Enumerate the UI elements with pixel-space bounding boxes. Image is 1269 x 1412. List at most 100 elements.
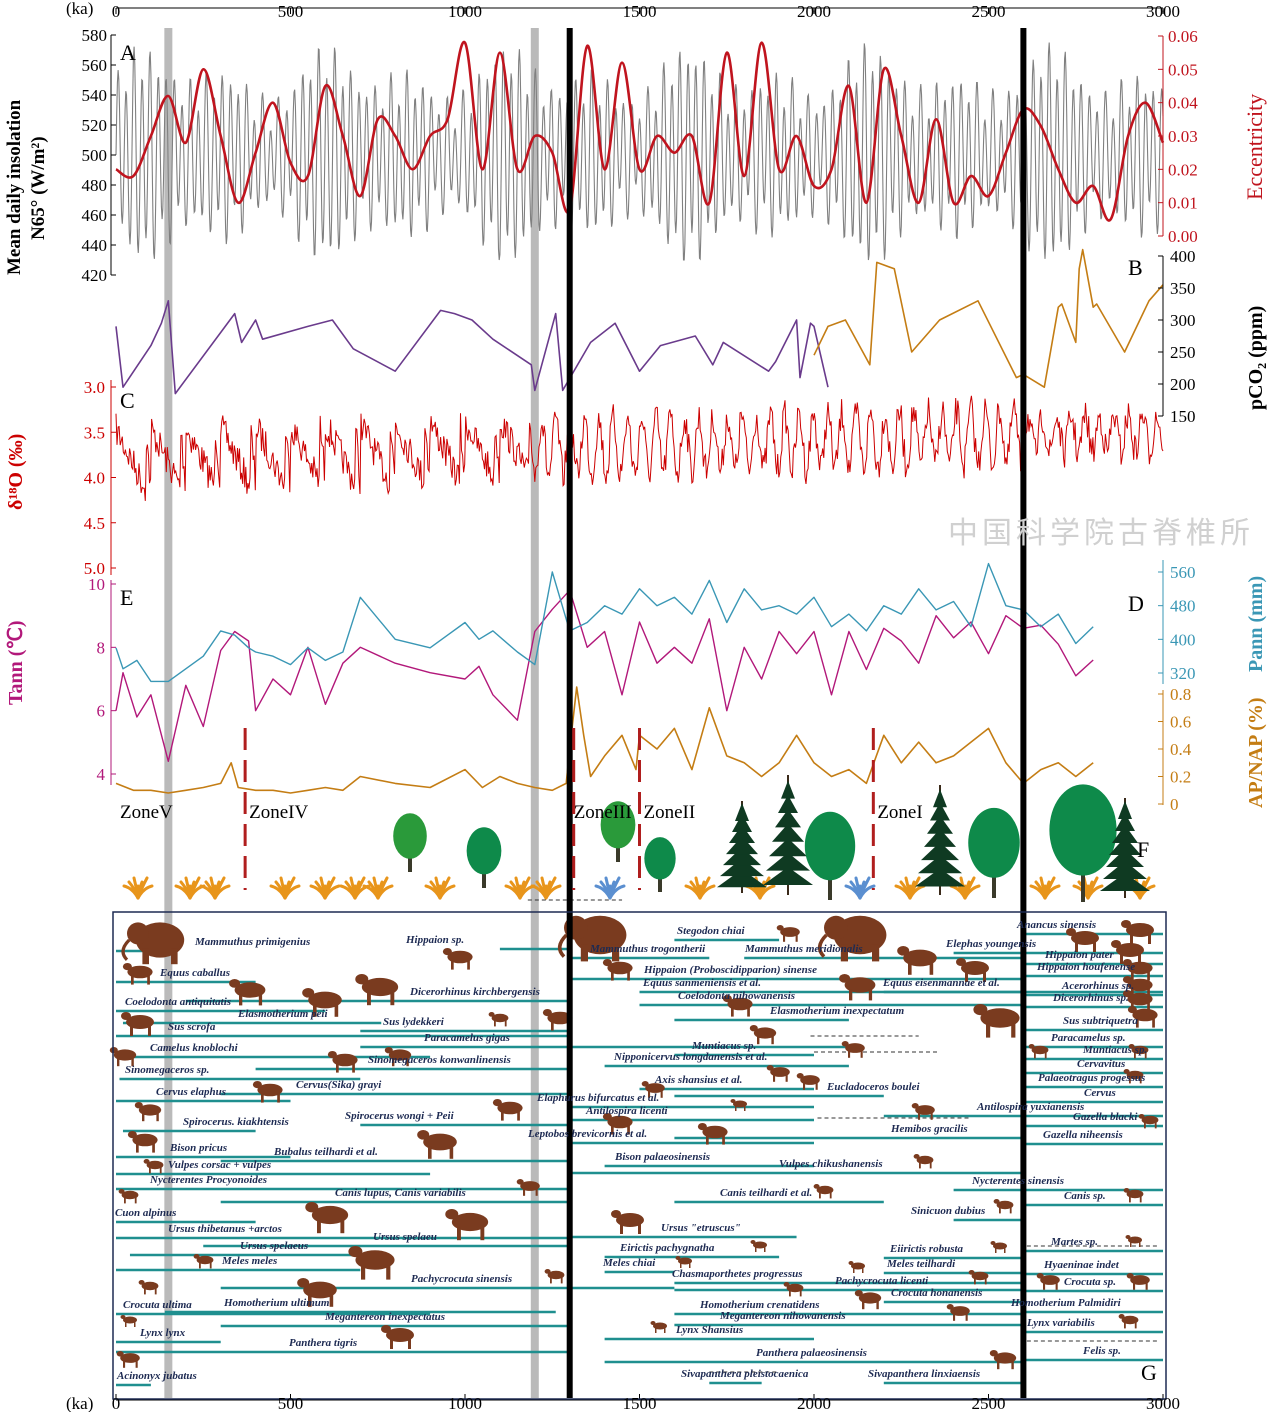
animal-icon — [1138, 1114, 1159, 1129]
head — [783, 1282, 790, 1287]
body — [491, 1013, 509, 1023]
species-label: Felis sp. — [1082, 1345, 1121, 1357]
leg — [209, 1262, 212, 1269]
head — [697, 1123, 707, 1131]
species-label: Muntiacus sp. — [691, 1040, 756, 1052]
leg — [135, 1360, 138, 1368]
body — [653, 1322, 667, 1330]
head — [650, 1321, 656, 1325]
leg — [124, 1197, 126, 1204]
animal-icon — [327, 1051, 358, 1073]
animal-icon — [305, 1202, 349, 1234]
body — [138, 1104, 162, 1116]
insolation-tick-label: 580 — [82, 26, 108, 45]
head — [968, 1270, 975, 1275]
leg — [392, 1058, 395, 1067]
species-label: Vulpes corsac + vulpes — [168, 1159, 271, 1171]
d18o-tick-label: 3.0 — [84, 378, 105, 397]
leg — [136, 1143, 139, 1153]
leg — [277, 1093, 280, 1103]
leg — [872, 944, 880, 962]
species-label: Sivapanthera linxiaensis — [868, 1368, 980, 1380]
animal-icon — [122, 963, 153, 985]
conifer-icon — [763, 775, 813, 895]
trunk — [818, 933, 828, 958]
body — [1126, 923, 1154, 937]
head — [305, 1202, 319, 1213]
pann-tick-label: 560 — [1170, 563, 1196, 582]
time-tick-label: 1500 — [623, 2, 657, 21]
species-label: Megantereon nihowanensis — [719, 1310, 846, 1322]
leg — [919, 1162, 921, 1169]
body — [257, 1083, 283, 1097]
leg — [997, 1361, 1000, 1370]
conifer-tier — [732, 814, 752, 832]
body — [423, 1133, 457, 1151]
leg — [152, 1143, 155, 1153]
species-label: Hyaeninae indet — [1043, 1259, 1120, 1271]
species-label: Equus sanmeniensis et al. — [642, 977, 761, 989]
tree-icon — [1049, 784, 1117, 902]
body — [753, 1027, 777, 1039]
leg — [1152, 1018, 1155, 1028]
leg — [313, 1004, 317, 1017]
conifer-tier — [921, 842, 959, 861]
head — [143, 1159, 150, 1164]
panel-label-a: A — [120, 40, 136, 65]
time-tick-label: 1000 — [448, 2, 482, 21]
conifer-icon — [717, 801, 767, 893]
leg — [334, 1004, 339, 1017]
species-label: Leptobos brevicornis et al. — [527, 1128, 647, 1140]
species-label: Hippaion (Proboscidipparion) sinense — [643, 964, 817, 976]
species-label: Sus subtriquetra — [1063, 1015, 1138, 1027]
species-label: Axis shansius et al. — [654, 1074, 742, 1086]
head — [1066, 928, 1076, 936]
leg — [799, 1290, 802, 1297]
species-label: Meles teilhardi — [886, 1258, 956, 1270]
body — [950, 1306, 970, 1316]
leg — [451, 960, 454, 970]
tann-line — [115, 589, 1094, 762]
species-label: Hemibos gracilis — [890, 1123, 968, 1135]
species-label: Eirictis pachygnatha — [619, 1242, 715, 1254]
animal-icon — [1128, 1044, 1149, 1059]
species-label: Ursus "etruscus" — [661, 1222, 741, 1234]
leg — [930, 1112, 933, 1120]
tann-tick-label: 6 — [97, 702, 106, 721]
head — [1036, 1273, 1044, 1279]
head — [796, 1073, 804, 1079]
head — [730, 1099, 736, 1103]
grass-blade — [963, 884, 981, 900]
leg — [171, 948, 178, 965]
animal-icon — [611, 1210, 644, 1234]
insolation-line — [115, 42, 1164, 261]
species-label: Hippaion houfenense — [1036, 961, 1135, 973]
leg — [367, 992, 371, 1006]
time-tick-label: 3000 — [1146, 1394, 1180, 1412]
d18o-axis-label: δ¹⁸O (‰) — [5, 434, 27, 510]
grass-icon — [174, 876, 206, 900]
head — [492, 1099, 502, 1107]
conifer-tier — [723, 847, 761, 866]
head — [1122, 959, 1132, 967]
animal-icon — [697, 1123, 728, 1145]
conifer-tier — [726, 836, 758, 855]
apnap-tick-label: 0.4 — [1170, 740, 1192, 759]
body — [121, 1190, 139, 1200]
animal-icon — [1121, 920, 1154, 944]
leg — [156, 1113, 159, 1122]
head — [990, 1241, 996, 1245]
trunk — [616, 843, 620, 862]
conifer-tier — [717, 869, 767, 888]
d18o-tick-label: 4.0 — [84, 469, 105, 488]
leg — [1011, 1023, 1016, 1038]
co2-tick-label: 400 — [1170, 247, 1196, 266]
d18o-tick-label: 3.5 — [84, 423, 105, 442]
leg — [390, 992, 395, 1006]
body — [141, 1281, 159, 1291]
conifer-tier — [729, 825, 755, 844]
co2-tick-label: 300 — [1170, 311, 1196, 330]
body — [120, 1353, 140, 1363]
body — [780, 927, 800, 937]
